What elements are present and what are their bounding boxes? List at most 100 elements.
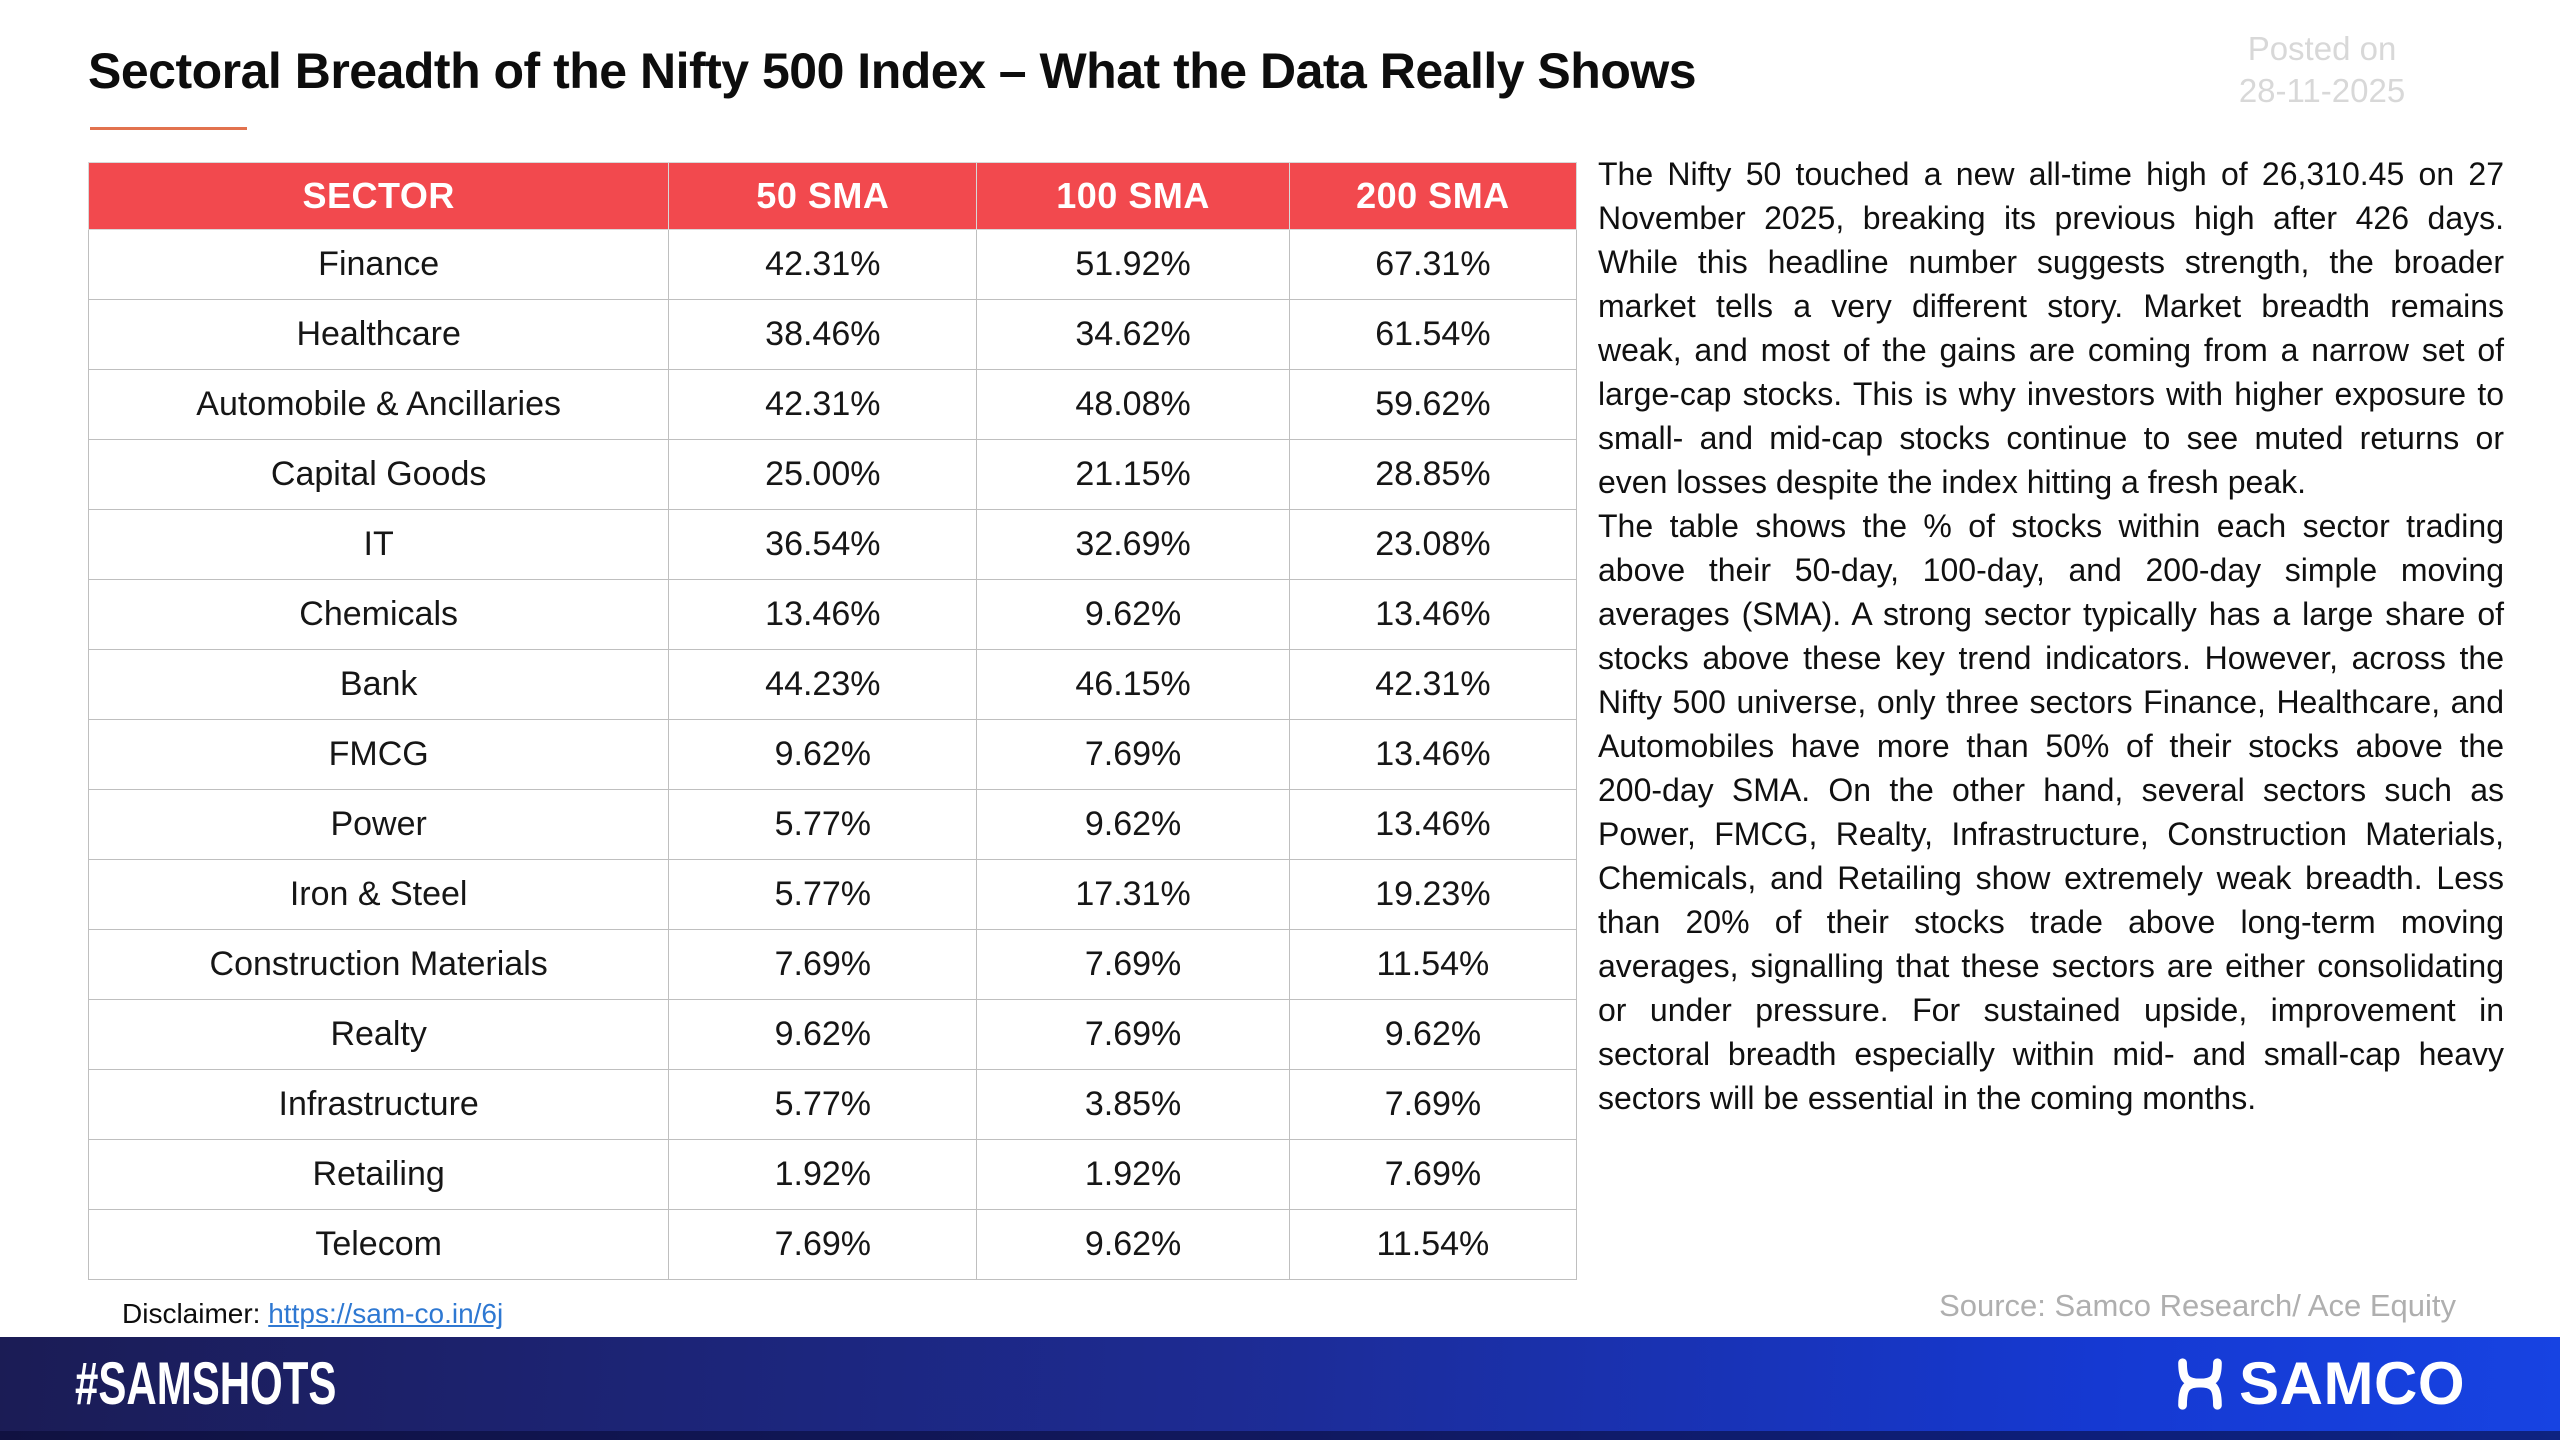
value-cell: 67.31% [1288,229,1578,300]
page-title: Sectoral Breadth of the Nifty 500 Index … [88,43,1697,99]
sector-cell: Power [87,789,670,860]
sector-breadth-table: SECTOR 50 SMA 100 SMA 200 SMA Finance 42.… [87,162,1578,1280]
value-cell: 42.31% [1288,649,1578,720]
table-row: IT 36.54% 32.69% 23.08% [87,509,1578,580]
table-row: Construction Materials 7.69% 7.69% 11.54% [87,929,1578,1000]
samco-logo-icon [2178,1357,2222,1410]
sector-cell: FMCG [87,719,670,790]
value-cell: 9.62% [668,719,978,790]
table-row: Chemicals 13.46% 9.62% 13.46% [87,579,1578,650]
table-row: Healthcare 38.46% 34.62% 61.54% [87,299,1578,370]
column-header-sector: SECTOR [87,162,670,230]
value-cell: 51.92% [976,229,1290,300]
value-cell: 7.69% [1288,1139,1578,1210]
value-cell: 5.77% [668,859,978,930]
table-row: Finance 42.31% 51.92% 67.31% [87,229,1578,300]
posted-on-label: Posted on [2247,30,2397,67]
value-cell: 59.62% [1288,369,1578,440]
value-cell: 13.46% [668,579,978,650]
table-row: Retailing 1.92% 1.92% 7.69% [87,1139,1578,1210]
value-cell: 32.69% [976,509,1290,580]
value-cell: 5.77% [668,1069,978,1140]
posted-on-block: Posted on 28-11-2025 [2192,28,2452,112]
sector-cell: Telecom [87,1209,670,1280]
source-note: Source: Samco Research/ Ace Equity [1939,1288,2456,1323]
sector-cell: IT [87,509,670,580]
value-cell: 48.08% [976,369,1290,440]
column-header-200sma: 200 SMA [1288,162,1578,230]
value-cell: 1.92% [668,1139,978,1210]
footer-bar: #SAMSHOTS SAMCO [0,1337,2560,1440]
table-row: Capital Goods 25.00% 21.15% 28.85% [87,439,1578,510]
value-cell: 44.23% [668,649,978,720]
column-header-50sma: 50 SMA [668,162,978,230]
value-cell: 7.69% [976,929,1290,1000]
commentary-paragraph-1: The Nifty 50 touched a new all-time high… [1598,156,2504,500]
sector-cell: Automobile & Ancillaries [87,369,670,440]
value-cell: 38.46% [668,299,978,370]
column-header-100sma: 100 SMA [976,162,1290,230]
value-cell: 7.69% [668,1209,978,1280]
value-cell: 42.31% [668,229,978,300]
title-underline [90,127,247,130]
table-header-row: SECTOR 50 SMA 100 SMA 200 SMA [87,162,1578,230]
value-cell: 7.69% [976,999,1290,1070]
value-cell: 36.54% [668,509,978,580]
value-cell: 7.69% [1288,1069,1578,1140]
value-cell: 28.85% [1288,439,1578,510]
sector-cell: Construction Materials [87,929,670,1000]
value-cell: 46.15% [976,649,1290,720]
sector-cell: Bank [87,649,670,720]
value-cell: 11.54% [1288,1209,1578,1280]
posted-on-date: 28-11-2025 [2238,72,2406,109]
commentary-paragraph-2: The table shows the % of stocks within e… [1598,508,2504,1116]
value-cell: 42.31% [668,369,978,440]
sector-cell: Capital Goods [87,439,670,510]
value-cell: 9.62% [1288,999,1578,1070]
table-row: FMCG 9.62% 7.69% 13.46% [87,719,1578,790]
value-cell: 13.46% [1288,719,1578,790]
sector-cell: Iron & Steel [87,859,670,930]
value-cell: 34.62% [976,299,1290,370]
value-cell: 3.85% [976,1069,1290,1140]
value-cell: 21.15% [976,439,1290,510]
sector-cell: Finance [87,229,670,300]
value-cell: 61.54% [1288,299,1578,370]
value-cell: 13.46% [1288,579,1578,650]
value-cell: 11.54% [1288,929,1578,1000]
samco-wordmark: SAMCO [2239,1350,2465,1417]
disclaimer-link[interactable]: https://sam-co.in/6j [268,1298,504,1329]
table-body: Finance 42.31% 51.92% 67.31% Healthcare 38.46… [87,229,1578,1280]
sector-cell: Realty [87,999,670,1070]
value-cell: 9.62% [976,579,1290,650]
table-row: Iron & Steel 5.77% 17.31% 19.23% [87,859,1578,930]
table-row: Telecom 7.69% 9.62% 11.54% [87,1209,1578,1280]
table-row: Bank 44.23% 46.15% 42.31% [87,649,1578,720]
sector-cell: Healthcare [87,299,670,370]
value-cell: 19.23% [1288,859,1578,930]
table-row: Infrastructure 5.77% 3.85% 7.69% [87,1069,1578,1140]
value-cell: 9.62% [976,789,1290,860]
sector-cell: Retailing [87,1139,670,1210]
value-cell: 23.08% [1288,509,1578,580]
disclaimer-label: Disclaimer: [122,1298,269,1329]
table-row: Automobile & Ancillaries 42.31% 48.08% 59.6… [87,369,1578,440]
value-cell: 7.69% [976,719,1290,790]
disclaimer: Disclaimer: https://sam-co.in/6j [122,1298,503,1330]
sector-cell: Infrastructure [87,1069,670,1140]
value-cell: 9.62% [976,1209,1290,1280]
value-cell: 7.69% [668,929,978,1000]
value-cell: 9.62% [668,999,978,1070]
table-row: Realty 9.62% 7.69% 9.62% [87,999,1578,1070]
value-cell: 13.46% [1288,789,1578,860]
value-cell: 17.31% [976,859,1290,930]
samco-logo: SAMCO [2169,1349,2465,1418]
sector-cell: Chemicals [87,579,670,650]
samshots-hashtag: #SAMSHOTS [75,1350,337,1417]
commentary-text: The Nifty 50 touched a new all-time high… [1598,152,2504,1120]
table-row: Power 5.77% 9.62% 13.46% [87,789,1578,860]
value-cell: 1.92% [976,1139,1290,1210]
value-cell: 25.00% [668,439,978,510]
value-cell: 5.77% [668,789,978,860]
